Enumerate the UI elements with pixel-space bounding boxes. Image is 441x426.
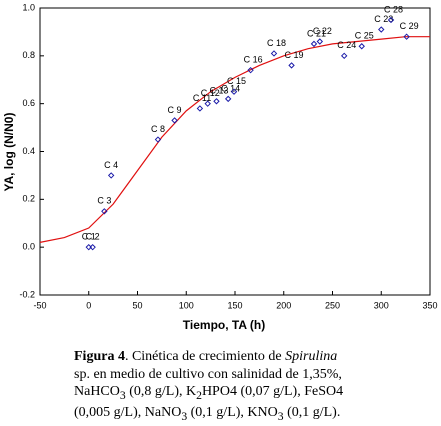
- data-point: [154, 136, 162, 143]
- point-label: C 19: [285, 50, 304, 60]
- point-label: C 11: [193, 93, 211, 103]
- data-point: [89, 243, 96, 251]
- caption-sub: 3: [119, 388, 126, 402]
- data-point: [316, 38, 324, 45]
- x-tick-label: -50: [33, 300, 46, 310]
- data-point: [403, 33, 410, 40]
- x-tick-label: 250: [325, 300, 340, 310]
- fit-curve: [39, 36, 430, 243]
- data-point: [196, 105, 204, 112]
- x-tick-label: 150: [227, 300, 242, 310]
- point-label: C 28: [384, 4, 403, 14]
- caption-text: HPO4 (0,07 g/L), FeSO4: [201, 384, 344, 399]
- y-tick-label: 0.0: [22, 242, 35, 252]
- data-point: [247, 66, 254, 74]
- caption-sub: 3: [277, 410, 284, 424]
- caption-text: (0,1 g/L), KNO: [187, 405, 278, 421]
- point-label: C 15: [227, 76, 246, 86]
- point-label: C 23: [374, 14, 393, 24]
- point-label: C 24: [337, 40, 356, 50]
- data-point: [213, 98, 220, 105]
- y-tick-label: 0.4: [22, 146, 35, 156]
- point-label: C 16: [244, 55, 263, 65]
- y-tick-label: 0.6: [22, 98, 35, 108]
- data-point: [387, 16, 395, 24]
- caption-text: . Cinética de crecimiento de: [124, 349, 286, 364]
- data-point: [310, 40, 318, 48]
- y-axis-title: YA, log (N/N0): [2, 113, 16, 192]
- caption-text: sp. en medio de cultivo con salinidad de…: [74, 366, 342, 382]
- caption-text: (0,1 g/L).: [283, 405, 341, 421]
- point-label: C 12: [201, 88, 220, 98]
- caption-text: (0,8 g/L), K: [125, 384, 197, 399]
- data-point: [270, 50, 278, 57]
- point-label: C 22: [313, 26, 332, 36]
- caption-label: Figura 4: [74, 349, 125, 364]
- x-tick-label: 0: [86, 300, 91, 310]
- y-tick-label: 0.8: [22, 50, 35, 60]
- point-label: C 14: [221, 83, 240, 93]
- caption-text: (0,005 g/L), NaNO: [74, 405, 182, 421]
- x-tick-label: 200: [276, 300, 291, 310]
- data-point: [204, 100, 211, 107]
- point-label: C 29: [400, 21, 419, 31]
- x-tick-label: 100: [179, 300, 194, 310]
- point-label: C 2: [86, 232, 100, 242]
- point-label: C 13: [209, 86, 228, 96]
- x-tick-label: 50: [132, 300, 142, 310]
- data-point: [107, 172, 115, 179]
- point-label: C 25: [355, 31, 374, 41]
- y-tick-label: 0.2: [22, 194, 35, 204]
- data-point: [340, 52, 348, 60]
- point-label: C 21: [307, 28, 326, 38]
- chart: Tiempo, TA (h) YA, log (N/N0) -50 0 50 100 1…: [2, 2, 437, 332]
- caption-italic: Spirulina: [285, 349, 338, 364]
- x-tick-label: 300: [374, 300, 389, 310]
- y-tick-label: 1.0: [22, 2, 35, 12]
- x-tick-label: 350: [422, 300, 437, 310]
- caption-sub: 2: [196, 388, 202, 402]
- figure-caption: Figura 4. Cinética de crecimiento de Spi…: [74, 348, 434, 426]
- point-label: C 4: [104, 160, 118, 170]
- point-label: C 3: [97, 196, 111, 206]
- caption-text: NaHCO: [74, 384, 120, 399]
- caption-sub: 3: [181, 410, 188, 424]
- data-point: [378, 26, 385, 33]
- x-axis-title: Tiempo, TA (h): [183, 318, 265, 332]
- data-point: [358, 43, 365, 50]
- data-point: [230, 88, 238, 95]
- data-point: [101, 208, 108, 215]
- data-point: [288, 62, 295, 69]
- point-label: C 8: [151, 124, 165, 134]
- point-label: C 18: [267, 38, 286, 48]
- y-tick-label: -0.2: [19, 289, 35, 299]
- point-label: C 1: [82, 232, 96, 242]
- plot-frame: [39, 7, 431, 296]
- data-point: [224, 95, 232, 103]
- data-point: [171, 117, 178, 124]
- point-label: C 9: [168, 105, 182, 115]
